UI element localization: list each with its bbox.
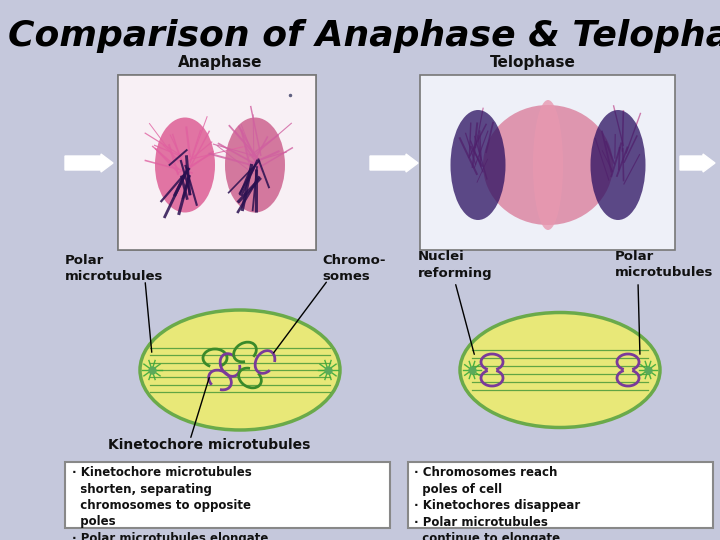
Text: Polar
microtubules: Polar microtubules [615, 251, 714, 280]
Ellipse shape [451, 110, 505, 220]
FancyBboxPatch shape [420, 75, 675, 250]
FancyBboxPatch shape [118, 75, 316, 250]
Text: · Kinetochore microtubules
  shorten, separating
  chromosomes to opposite
  pol: · Kinetochore microtubules shorten, sepa… [72, 466, 274, 540]
Text: Anaphase: Anaphase [178, 55, 263, 70]
Text: Kinetochore microtubules: Kinetochore microtubules [108, 438, 310, 452]
Ellipse shape [140, 310, 340, 430]
FancyBboxPatch shape [408, 462, 713, 528]
Ellipse shape [460, 313, 660, 428]
Text: Polar
microtubules: Polar microtubules [65, 253, 163, 282]
Text: Chromo-
somes: Chromo- somes [322, 253, 385, 282]
Ellipse shape [225, 118, 285, 213]
Text: Nuclei
reforming: Nuclei reforming [418, 251, 492, 280]
Text: Telophase: Telophase [490, 55, 576, 70]
FancyBboxPatch shape [60, 52, 710, 522]
FancyBboxPatch shape [65, 462, 390, 528]
FancyArrow shape [370, 154, 418, 172]
FancyArrow shape [65, 154, 113, 172]
Ellipse shape [590, 110, 646, 220]
FancyArrow shape [680, 154, 715, 172]
Text: Comparison of Anaphase & Telophase: Comparison of Anaphase & Telophase [8, 19, 720, 53]
FancyBboxPatch shape [118, 75, 316, 250]
Ellipse shape [155, 118, 215, 213]
Text: · Chromosomes reach
  poles of cell
· Kinetochores disappear
· Polar microtubule: · Chromosomes reach poles of cell · Kine… [414, 466, 616, 540]
Ellipse shape [533, 100, 563, 230]
Ellipse shape [483, 105, 613, 225]
